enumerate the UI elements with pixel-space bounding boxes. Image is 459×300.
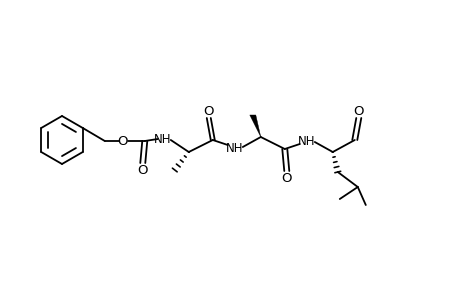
Text: O: O: [203, 104, 213, 118]
Text: NH: NH: [297, 134, 315, 148]
Text: O: O: [353, 104, 363, 118]
Text: NH: NH: [154, 133, 171, 146]
Text: NH: NH: [225, 142, 243, 154]
Polygon shape: [249, 115, 260, 137]
Text: O: O: [137, 164, 148, 176]
Text: O: O: [118, 134, 128, 148]
Text: O: O: [281, 172, 291, 184]
